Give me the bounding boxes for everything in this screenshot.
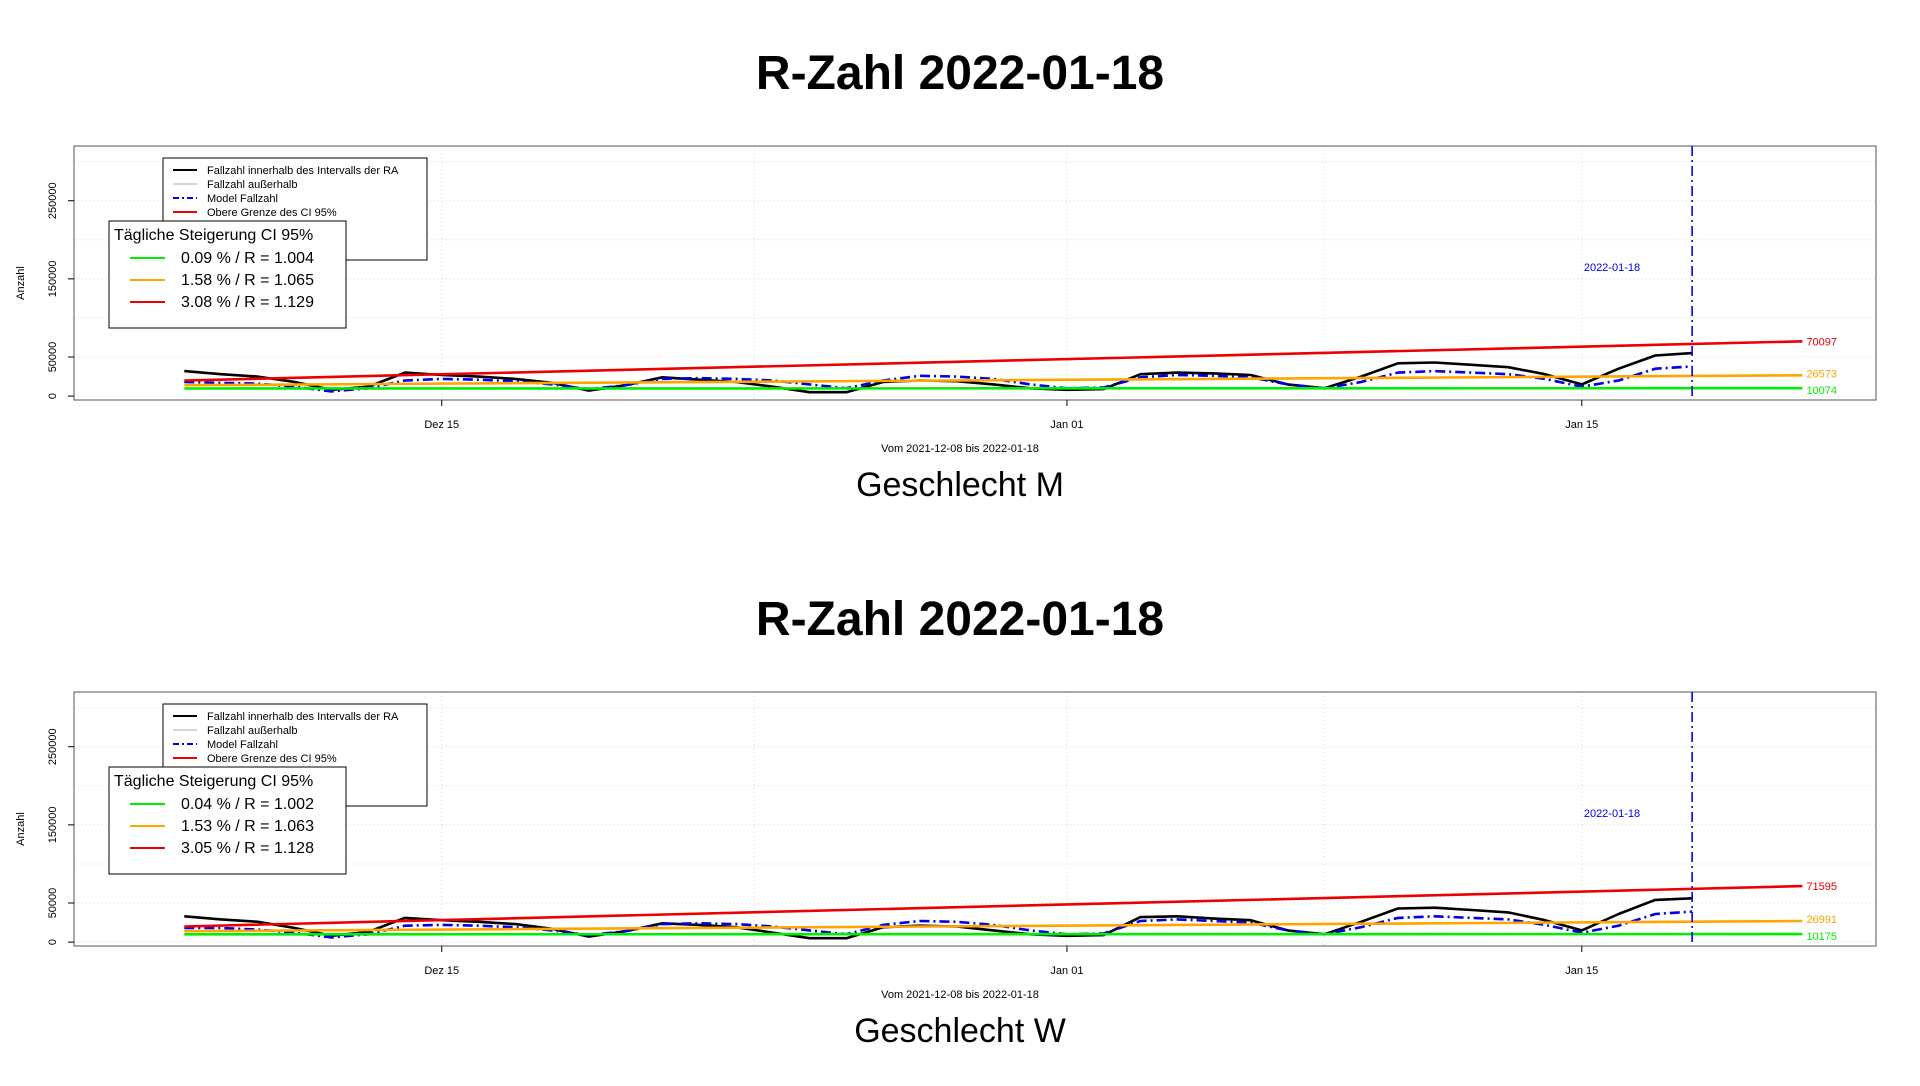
legend-entry: Fallzahl innerhalb des Intervalls der RA — [207, 711, 399, 723]
legend-entry: Model Fallzahl — [207, 193, 278, 205]
date-marker-label: 2022-01-18 — [1584, 808, 1640, 820]
legend-entry: Fallzahl innerhalb des Intervalls der RA — [207, 165, 399, 177]
legend-ci-entry: 0.09 % / R = 1.004 — [181, 250, 314, 267]
y-tick-label: 0 — [47, 393, 59, 399]
x-tick-label: Jan 01 — [1050, 419, 1083, 431]
x-tick-label: Dez 15 — [424, 419, 459, 431]
series-line — [184, 886, 1802, 926]
y-tick-label: 0 — [47, 939, 59, 945]
end-value-label: 10074 — [1806, 385, 1837, 397]
legend-ci-entry: 0.04 % / R = 1.002 — [181, 796, 314, 813]
x-tick-label: Dez 15 — [424, 965, 459, 977]
legend-ci-entry: 3.05 % / R = 1.128 — [181, 840, 314, 857]
x-tick-label: Jan 01 — [1050, 965, 1083, 977]
legend-ci-entry: 1.58 % / R = 1.065 — [181, 272, 314, 289]
y-tick-label: 150000 — [47, 261, 59, 298]
chart-subtitle: Geschlecht M — [0, 466, 1920, 505]
end-value-label: 10175 — [1806, 931, 1837, 943]
x-tick-label: Jan 15 — [1565, 965, 1598, 977]
x-axis-label: Vom 2021-12-08 bis 2022-01-18 — [0, 443, 1920, 455]
end-value-label: 26991 — [1806, 914, 1837, 926]
x-tick-label: Jan 15 — [1565, 419, 1598, 431]
legend-entry: Model Fallzahl — [207, 739, 278, 751]
end-value-label: 71595 — [1806, 881, 1837, 893]
y-axis-title: Anzahl — [15, 266, 27, 300]
legend-ci-title: Tägliche Steigerung CI 95% — [114, 773, 313, 790]
chart-plot-m: 0 50000 150000 250000 Anzahl Dez 15 Jan 01 Jan … — [0, 0, 1920, 540]
legend-entry: Obere Grenze des CI 95% — [207, 207, 337, 219]
legend-ci-title: Tägliche Steigerung CI 95% — [114, 227, 313, 244]
end-value-label: 70097 — [1806, 336, 1837, 348]
chart-subtitle: Geschlecht W — [0, 1012, 1920, 1051]
y-tick-label: 150000 — [47, 807, 59, 844]
y-tick-label: 250000 — [47, 182, 59, 219]
y-tick-label: 250000 — [47, 728, 59, 765]
legend-ci-entry: 3.08 % / R = 1.129 — [181, 294, 314, 311]
legend-entry: Fallzahl außerhalb — [207, 179, 298, 191]
legend-entry: Fallzahl außerhalb — [207, 725, 298, 737]
y-axis-title: Anzahl — [15, 812, 27, 846]
series-line — [184, 353, 1692, 392]
legend-entry: Obere Grenze des CI 95% — [207, 753, 337, 765]
series-line — [184, 898, 1692, 938]
date-marker-label: 2022-01-18 — [1584, 262, 1640, 274]
chart-plot-w: 0 50000 150000 250000 Anzahl Dez 15 Jan 01 Jan … — [0, 546, 1920, 1086]
y-tick-label: 50000 — [47, 888, 59, 919]
y-tick-label: 50000 — [47, 342, 59, 373]
end-value-label: 26573 — [1806, 368, 1837, 380]
series-line — [184, 341, 1802, 380]
x-axis-label: Vom 2021-12-08 bis 2022-01-18 — [0, 989, 1920, 1001]
legend-ci-entry: 1.53 % / R = 1.063 — [181, 818, 314, 835]
